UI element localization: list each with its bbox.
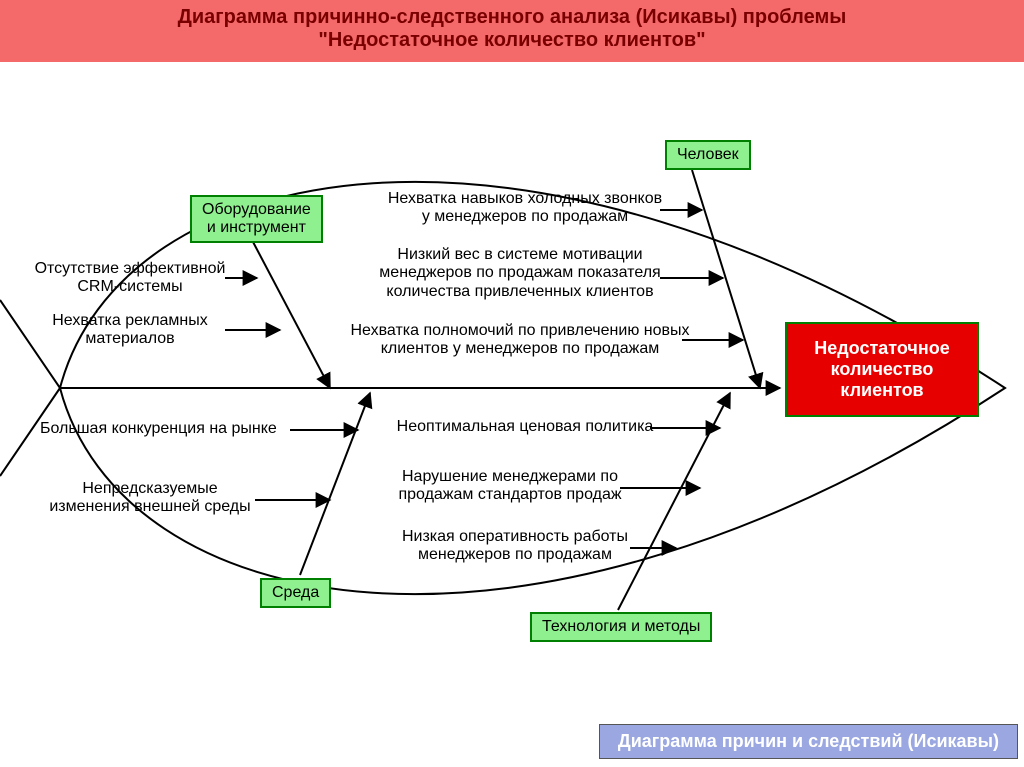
problem-line2: количество (831, 359, 934, 379)
cause-adv-materials: Нехватка рекламныхматериалов (30, 312, 230, 349)
cause-standards: Нарушение менеджерами попродажам стандар… (390, 468, 630, 505)
cause-cold-calls: Нехватка навыков холодных звонкову менед… (380, 190, 670, 227)
cause-crm: Отсутствие эффективнойCRM-системы (30, 260, 230, 297)
footer-text: Диаграмма причин и следствий (Исикавы) (618, 731, 999, 751)
category-equipment: Оборудованиеи инструмент (190, 195, 323, 243)
cause-competition: Большая конкуренция на рынке (40, 420, 300, 438)
category-technology: Технология и методы (530, 612, 712, 642)
problem-box: Недостаточное количество клиентов (785, 322, 979, 417)
cause-motivation: Низкий вес в системе мотивациименеджеров… (375, 246, 665, 301)
title-line2: "Недостаточное количество клиентов" (318, 29, 705, 51)
problem-line1: Недостаточное (814, 338, 949, 358)
cause-authority: Нехватка полномочий по привлечению новых… (350, 322, 690, 359)
diagram-footer: Диаграмма причин и следствий (Исикавы) (599, 724, 1018, 759)
category-human: Человек (665, 140, 751, 170)
title-line1: Диаграмма причинно-следственного анализа… (178, 6, 847, 28)
cause-env-changes: Непредсказуемыеизменения внешней среды (40, 480, 260, 517)
cause-speed: Низкая оперативность работыменеджеров по… (390, 528, 640, 565)
cause-pricing: Неоптимальная ценовая политика (390, 418, 660, 436)
problem-line3: клиентов (840, 380, 923, 400)
diagram-title: Диаграмма причинно-следственного анализа… (0, 0, 1024, 62)
category-environment: Среда (260, 578, 331, 608)
